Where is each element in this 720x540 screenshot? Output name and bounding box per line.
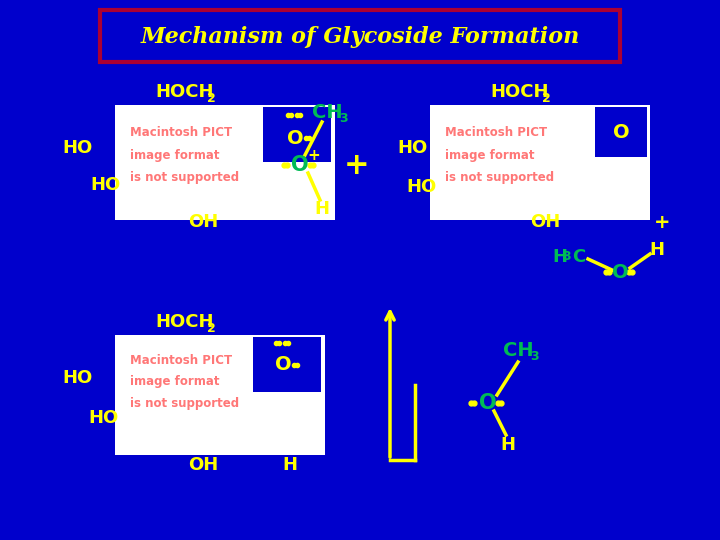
Text: 2: 2 xyxy=(207,92,216,105)
Text: O: O xyxy=(612,262,629,281)
Text: HO: HO xyxy=(62,139,92,157)
Text: O: O xyxy=(275,355,292,375)
Text: is not supported: is not supported xyxy=(445,171,554,184)
Text: O: O xyxy=(480,393,497,413)
Text: O: O xyxy=(287,129,303,147)
Bar xyxy=(253,337,321,392)
Text: H: H xyxy=(315,200,330,218)
Bar xyxy=(595,107,647,157)
Text: image format: image format xyxy=(130,375,220,388)
Text: O: O xyxy=(291,155,309,175)
Text: HO: HO xyxy=(88,409,118,427)
Text: Mechanism of Glycoside Formation: Mechanism of Glycoside Formation xyxy=(140,26,580,48)
Text: image format: image format xyxy=(445,148,534,161)
Text: +: + xyxy=(344,151,370,179)
Text: HO: HO xyxy=(90,176,120,194)
Text: HO: HO xyxy=(397,139,427,157)
Text: H: H xyxy=(282,456,297,474)
Text: 3: 3 xyxy=(530,350,539,363)
Bar xyxy=(263,107,331,162)
Text: H: H xyxy=(649,241,665,259)
Text: CH: CH xyxy=(312,103,343,122)
Text: OH: OH xyxy=(530,213,560,231)
Bar xyxy=(115,105,335,220)
Bar xyxy=(115,335,325,455)
Text: CH: CH xyxy=(503,341,534,360)
Text: H: H xyxy=(552,248,567,266)
Text: 2: 2 xyxy=(542,92,551,105)
Text: +: + xyxy=(307,147,320,163)
Text: 2: 2 xyxy=(207,322,216,335)
Text: HOCH: HOCH xyxy=(155,313,214,331)
Text: 3: 3 xyxy=(339,112,348,125)
Text: HOCH: HOCH xyxy=(490,83,549,101)
Text: +: + xyxy=(654,213,670,232)
Text: is not supported: is not supported xyxy=(130,397,239,410)
Text: HO: HO xyxy=(62,369,92,387)
Text: C: C xyxy=(572,248,585,266)
Text: H: H xyxy=(500,436,516,454)
Bar xyxy=(430,105,650,220)
Text: OH: OH xyxy=(188,213,218,231)
Text: Macintosh PICT: Macintosh PICT xyxy=(130,354,232,367)
Text: Macintosh PICT: Macintosh PICT xyxy=(130,126,232,139)
Text: is not supported: is not supported xyxy=(130,171,239,184)
Text: image format: image format xyxy=(130,148,220,161)
Text: HOCH: HOCH xyxy=(155,83,214,101)
Text: HO: HO xyxy=(406,178,436,196)
Text: OH: OH xyxy=(188,456,218,474)
Bar xyxy=(100,10,620,62)
Text: Macintosh PICT: Macintosh PICT xyxy=(445,126,547,139)
Text: O: O xyxy=(613,123,629,141)
Text: 3: 3 xyxy=(562,251,571,264)
